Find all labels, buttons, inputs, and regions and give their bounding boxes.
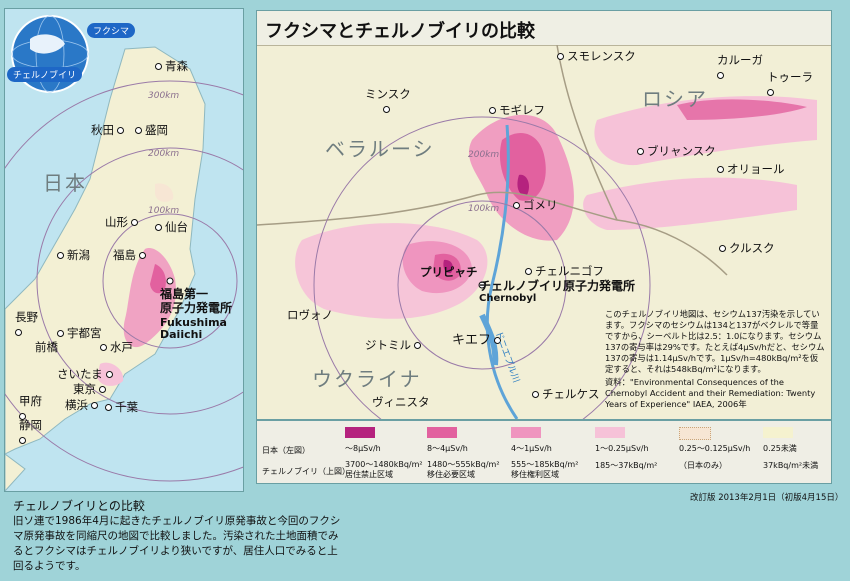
- legend-chernobyl-value: 37kBq/m²未満: [763, 461, 819, 470]
- city-label: 横浜: [65, 397, 101, 413]
- city-label: 仙台: [155, 219, 188, 235]
- city-label: 甲府: [19, 393, 42, 423]
- ring-100km: [397, 200, 567, 370]
- city-label: 秋田: [91, 122, 127, 138]
- ring-200km: [313, 116, 651, 419]
- legend-chernobyl-value: 3700〜1480kBq/m² 居住禁止区域: [345, 460, 423, 479]
- city-label: オリョール: [717, 161, 785, 177]
- city-label: 東京: [73, 381, 109, 397]
- legend-swatch: [595, 427, 625, 438]
- city-label: 福島: [113, 247, 149, 263]
- city-label: スモレンスク: [557, 48, 636, 64]
- ring-label-200: 200km: [148, 149, 180, 159]
- city-label: 青森: [155, 58, 188, 74]
- city-label: 静岡: [19, 417, 42, 447]
- city-label: 前橋: [35, 340, 58, 354]
- note-source: 資料："Environmental Consequences of the Ch…: [605, 377, 816, 409]
- ring-label-100: 100km: [468, 204, 500, 214]
- city-label: モギレフ: [489, 102, 545, 118]
- ring-300km: [5, 80, 243, 482]
- legend-chernobyl-value: （日本のみ）: [679, 461, 727, 470]
- globe-fukushima-tag: フクシマ: [87, 23, 136, 38]
- legend-japan-value: 1〜0.25μSv/h: [595, 444, 649, 453]
- city-label: ジトミル: [365, 337, 424, 353]
- city-label: チェルニゴフ: [525, 263, 604, 279]
- legend-swatch: [763, 427, 793, 438]
- fukushima-plant-label: 福島第一 原子力発電所: [160, 287, 233, 315]
- legend-japan-value: 4〜1μSv/h: [511, 444, 552, 453]
- city-label: さいたま: [57, 366, 116, 382]
- city-label: トゥーラ: [767, 69, 813, 99]
- city-label: 宇都宮: [57, 325, 102, 341]
- legend-chernobyl-value: 185〜37kBq/m²: [595, 461, 658, 470]
- city-label: ロヴォノ: [287, 308, 333, 322]
- globe-chernobyl-tag: チェルノブイリ: [7, 67, 83, 82]
- city-label: 新潟: [57, 247, 90, 263]
- revision-date: 改訂版 2013年2月1日（初版4月15日）: [690, 493, 844, 503]
- dnieper-river: [485, 124, 519, 419]
- legend-swatch: [511, 427, 541, 438]
- city-label: ミンスク: [365, 86, 411, 116]
- ring-label-300: 300km: [148, 91, 180, 101]
- city-label: 水戸: [100, 339, 133, 355]
- legend-swatch: [427, 427, 457, 438]
- footer-title: チェルノブイリとの比較: [13, 499, 145, 513]
- legend-swatch: [345, 427, 375, 438]
- note-text: このチェルノブイリ地図は、セシウム137汚染を示しています。フクシマのセシウムは…: [605, 309, 825, 374]
- city-label: プリピャチ: [420, 265, 478, 279]
- legend-japan-value: 0.25〜0.125μSv/h: [679, 444, 751, 453]
- legend-row-japan: 日本（左図）: [262, 446, 310, 455]
- country-border: [257, 191, 728, 276]
- legend-row-chernobyl: チェルノブイリ（上図）: [262, 467, 350, 476]
- title-bar: フクシマとチェルノブイリの比較: [257, 11, 831, 46]
- city-label: 千葉: [105, 399, 138, 415]
- legend-japan-value: 〜8μSv/h: [345, 444, 381, 453]
- ring-label-200: 200km: [468, 150, 500, 160]
- country-japan: 日本: [43, 171, 87, 195]
- chernobyl-map-graphic: [257, 45, 817, 419]
- ring-200km: [36, 147, 243, 415]
- chernobyl-plant-label-en: Chernobyl: [479, 293, 537, 304]
- plant-marker-icon: [478, 281, 486, 289]
- city-label: カルーガ: [717, 52, 763, 82]
- plant-marker-icon: [166, 277, 174, 285]
- japan-map-graphic: [5, 15, 243, 491]
- ring-label-100: 100km: [148, 206, 180, 216]
- legend-japan-value: 0.25未満: [763, 444, 797, 453]
- chernobyl-plant-label: チェルノブイリ原子力発電所: [479, 279, 636, 293]
- fukushima-plant-label-en: Fukushima Daiichi: [160, 316, 227, 341]
- city-label: クルスク: [719, 240, 775, 256]
- city-label: ヴィニスタ: [372, 395, 430, 409]
- city-label: 盛岡: [135, 122, 168, 138]
- city-label: ゴメリ: [513, 197, 558, 213]
- legend-japan-value: 8〜4μSv/h: [427, 444, 468, 453]
- legend-chernobyl-value: 555〜185kBq/m² 移住権利区域: [511, 460, 579, 479]
- japan-map: フクシマ チェルノブイリ 日本 300km 200km 100km 青森 秋田 …: [4, 8, 244, 492]
- country-ukraine: ウクライナ: [312, 367, 422, 391]
- legend-chernobyl-value: 1480〜555kBq/m² 移住必要区域: [427, 460, 500, 479]
- legend-swatch: [679, 427, 711, 440]
- page-title: フクシマとチェルノブイリの比較: [265, 21, 535, 42]
- ring-100km: [102, 213, 238, 349]
- footer-body: 旧ソ連で1986年4月に起きたチェルノブイリ原発事故と今回のフクシマ原発事故を同…: [13, 515, 341, 572]
- city-label: 山形: [105, 214, 141, 230]
- country-russia: ロシア: [642, 87, 708, 111]
- city-label: ブリャンスク: [637, 143, 716, 159]
- country-belarus: ベラルーシ: [325, 137, 435, 161]
- chernobyl-map: フクシマとチェルノブイリの比較 ベラルーシ ロシア ウクライナ 200km 10…: [256, 10, 832, 420]
- city-label: キエフ: [452, 329, 504, 348]
- city-label: チェルケス: [532, 386, 600, 402]
- map-note: このチェルノブイリ地図は、セシウム137汚染を示しています。フクシマのセシウムは…: [605, 309, 825, 410]
- city-label: 長野: [15, 309, 38, 339]
- legend: 日本（左図） チェルノブイリ（上図） 〜8μSv/h 8〜4μSv/h 4〜1μ…: [256, 420, 832, 484]
